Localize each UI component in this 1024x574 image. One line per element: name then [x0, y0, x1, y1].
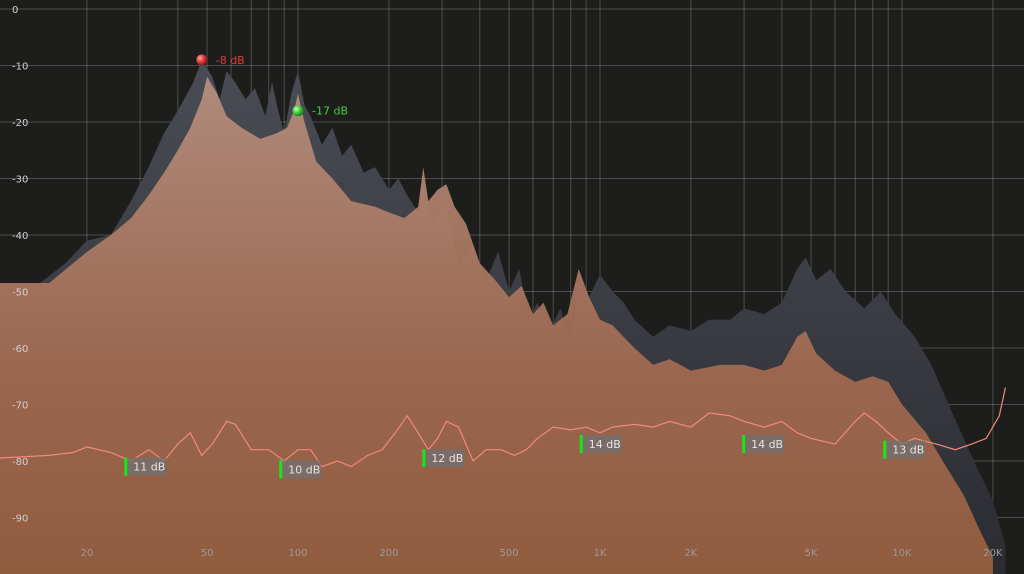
x-tick-label: 20K: [983, 548, 1003, 559]
band-badge: [424, 449, 465, 468]
markers-layer: [124, 54, 926, 479]
y-tick-label: -10: [12, 62, 28, 73]
band-badge-label: 10 dB: [288, 463, 320, 476]
band-badge: [281, 460, 322, 479]
labels-layer: 0 -10 -20 -30 -40 -50 -60 -70 -80 -90 20 50 100 200 50…: [12, 5, 1003, 559]
y-tick-label: -20: [12, 118, 28, 129]
band-badge-label: 14 dB: [751, 438, 783, 451]
band-marker: [579, 435, 583, 454]
y-tick-label: -40: [12, 231, 28, 242]
band-badge-label: 13 dB: [892, 444, 924, 457]
x-tick-label: 100: [288, 548, 307, 559]
y-tick-label: 0: [12, 5, 18, 16]
peak-label: -17 dB: [312, 105, 348, 118]
band-badge-label: 11 dB: [133, 461, 165, 474]
band-marker: [422, 449, 426, 468]
band-badge-label: 14 dB: [589, 438, 621, 451]
y-tick-label: -30: [12, 175, 28, 186]
band-marker: [883, 440, 887, 459]
peak-label: -8 dB: [216, 54, 245, 67]
x-tick-label: 20: [81, 548, 94, 559]
x-tick-label: 500: [500, 548, 519, 559]
y-tick-label: -80: [12, 457, 28, 468]
band-marker: [742, 435, 746, 454]
y-tick-label: -90: [12, 514, 28, 525]
peak-marker: [196, 54, 208, 66]
band-badge: [126, 457, 167, 476]
spectrum-line: [0, 387, 1006, 468]
y-tick-label: -60: [12, 344, 28, 355]
band-badge: [581, 435, 622, 454]
x-tick-label: 10K: [892, 548, 912, 559]
band-marker: [124, 457, 128, 476]
band-badge-label: 12 dB: [431, 452, 463, 465]
y-tick-label: -70: [12, 401, 28, 412]
y-tick-label: -50: [12, 288, 28, 299]
x-tick-label: 1K: [594, 548, 607, 559]
band-badge: [885, 440, 926, 459]
x-tick-label: 5K: [805, 548, 818, 559]
peak-marker: [292, 105, 304, 117]
x-tick-label: 200: [379, 548, 398, 559]
x-tick-label: 50: [201, 548, 214, 559]
x-tick-label: 2K: [684, 548, 697, 559]
band-marker: [279, 460, 283, 479]
band-badge: [744, 435, 785, 454]
